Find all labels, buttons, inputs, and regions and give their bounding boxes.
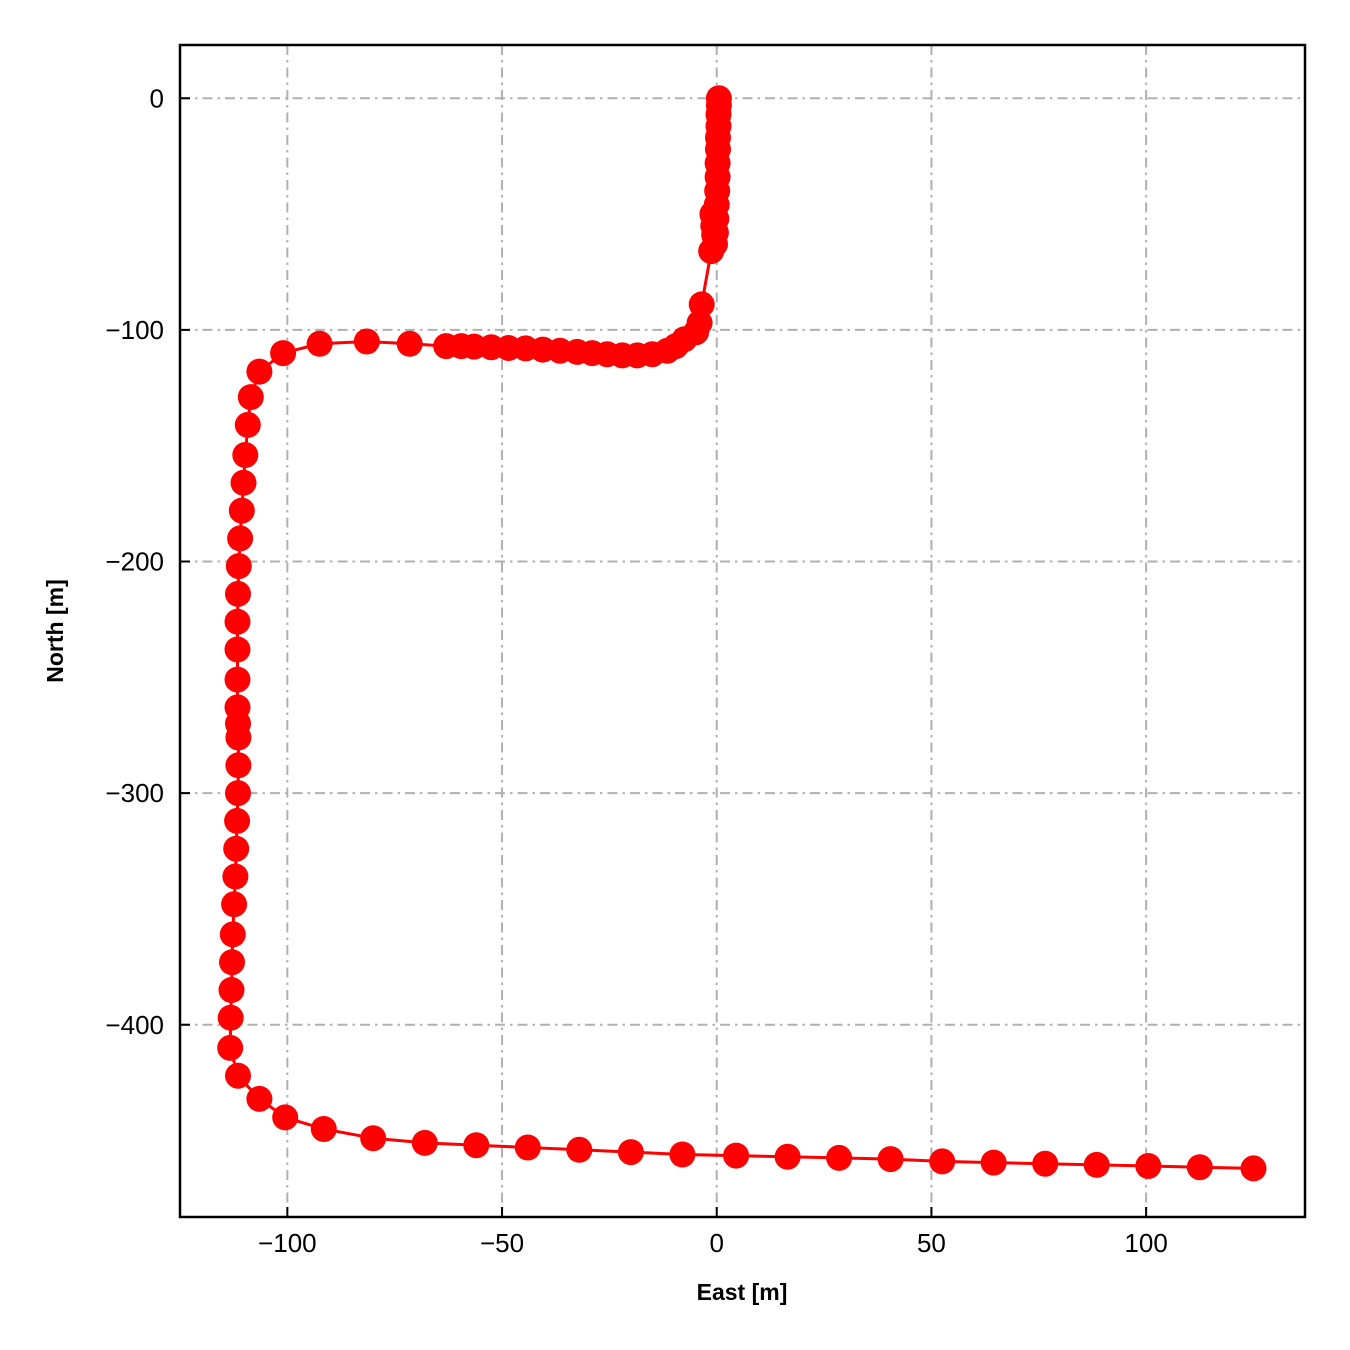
data-point: [463, 1132, 490, 1159]
data-point: [217, 1004, 244, 1031]
data-point: [218, 977, 245, 1003]
data-point: [617, 1139, 644, 1166]
data-point: [225, 752, 252, 779]
data-point: [360, 1125, 387, 1152]
data-point: [246, 358, 273, 385]
y-tick-label: −400: [105, 1010, 164, 1040]
data-point: [246, 1085, 273, 1112]
data-point: [224, 636, 251, 663]
data-point: [222, 863, 249, 890]
data-point: [270, 340, 297, 367]
x-tick-label: 0: [710, 1228, 724, 1258]
data-point: [230, 469, 257, 496]
data-point: [980, 1149, 1007, 1176]
data-point: [225, 780, 251, 807]
data-point: [698, 238, 725, 265]
data-point: [669, 1141, 696, 1168]
data-point: [929, 1148, 956, 1175]
data-point: [396, 330, 423, 357]
data-series: [217, 85, 1267, 1182]
data-point: [1240, 1155, 1267, 1182]
plot-frame: [178, 43, 1307, 1219]
data-point: [219, 921, 246, 948]
data-point: [411, 1129, 438, 1156]
data-point: [1186, 1154, 1213, 1181]
data-point: [227, 525, 254, 552]
data-point: [225, 580, 251, 607]
data-point: [225, 1062, 251, 1089]
y-tick-label: 0: [150, 83, 164, 113]
data-point: [225, 553, 252, 580]
y-tick-label: −100: [105, 315, 164, 345]
data-point: [221, 891, 248, 918]
y-tick-label: −300: [105, 778, 164, 808]
x-tick-label: 100: [1124, 1228, 1167, 1258]
data-point: [237, 384, 264, 411]
data-point: [566, 1136, 593, 1163]
data-point: [310, 1116, 337, 1142]
tick-marks: −100 −50 0 50 100 0 −100 −200 −300 −400: [105, 83, 1167, 1258]
x-axis-label: East [m]: [697, 1279, 788, 1305]
data-point: [723, 1142, 750, 1169]
y-tick-label: −200: [105, 547, 164, 577]
data-point: [1135, 1153, 1162, 1179]
data-point: [272, 1104, 299, 1131]
data-point: [353, 328, 380, 355]
data-point: [232, 442, 259, 468]
data-point: [877, 1146, 904, 1173]
data-point: [223, 835, 250, 862]
data-point: [224, 807, 251, 834]
x-tick-label: −100: [258, 1228, 317, 1258]
x-tick-label: 50: [917, 1228, 946, 1258]
data-point: [217, 1034, 244, 1061]
data-point: [433, 333, 460, 360]
data-point: [225, 724, 252, 751]
data-point: [234, 411, 261, 438]
data-point: [514, 1134, 541, 1161]
data-point: [1032, 1150, 1059, 1177]
data-point: [228, 497, 255, 524]
data-point: [306, 330, 333, 357]
data-point: [224, 666, 251, 693]
x-tick-label: −50: [480, 1228, 524, 1258]
data-point: [219, 949, 245, 976]
y-axis-label: North [m]: [42, 579, 68, 682]
data-point: [224, 608, 251, 635]
data-point: [826, 1144, 853, 1171]
data-point: [699, 201, 726, 228]
data-point: [1083, 1151, 1110, 1178]
data-point: [774, 1143, 801, 1170]
